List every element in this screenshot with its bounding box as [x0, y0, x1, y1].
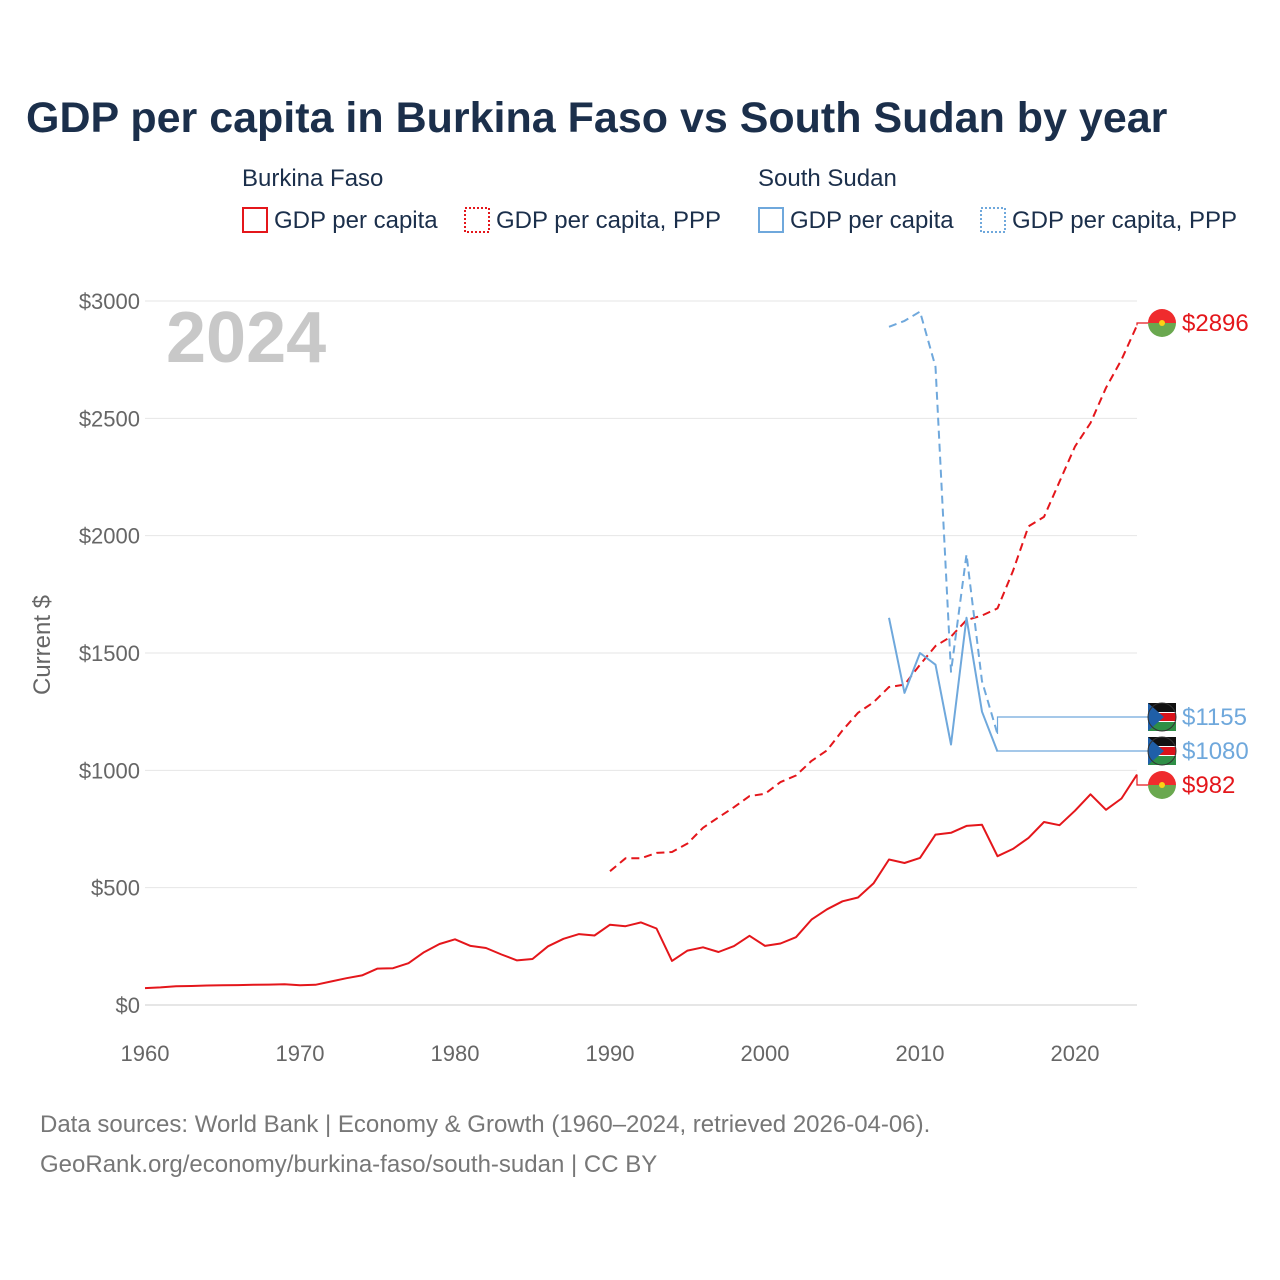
y-tick-label: $1500 — [79, 641, 140, 666]
x-tick-label: 2000 — [741, 1041, 790, 1066]
chart-title: GDP per capita in Burkina Faso vs South … — [26, 94, 1168, 142]
legend-label-burkina-gdp[interactable]: GDP per capita — [274, 207, 438, 234]
axes: $0 $500 $1000 $1500 $2000 $2500 $3000 1960 1970 1… — [79, 289, 1100, 1066]
x-tick-label: 1970 — [276, 1041, 325, 1066]
legend: Burkina Faso South Sudan GDP per capita … — [242, 165, 1237, 234]
legend-label-burkina-ppp[interactable]: GDP per capita, PPP — [496, 207, 721, 234]
y-axis-label: Current $ — [29, 595, 56, 695]
x-tick-label: 1980 — [431, 1041, 480, 1066]
year-watermark: 2024 — [166, 298, 326, 378]
leader-line — [996, 716, 1148, 734]
series — [144, 310, 1138, 990]
series-line-0[interactable] — [144, 774, 1138, 990]
source-url[interactable]: GeoRank.org/economy/burkina-faso/south-s… — [40, 1151, 657, 1178]
end-value-label: $1155 — [1182, 704, 1247, 731]
legend-swatch-burkina-ppp[interactable] — [464, 207, 490, 233]
grid — [145, 300, 1137, 1006]
x-tick-label: 1960 — [121, 1041, 170, 1066]
burkina-flag-icon — [1148, 309, 1176, 337]
south-sudan-flag-icon — [1147, 736, 1177, 766]
x-tick-label: 2020 — [1051, 1041, 1100, 1066]
legend-swatch-sudan-gdp[interactable] — [758, 207, 784, 233]
end-value-label: $2896 — [1182, 310, 1249, 337]
end-value-label: $982 — [1182, 772, 1235, 799]
y-tick-label: $0 — [116, 993, 140, 1018]
end-value-label: $1080 — [1182, 738, 1249, 765]
legend-swatch-sudan-ppp[interactable] — [980, 207, 1006, 233]
series-line-3[interactable] — [888, 310, 999, 735]
legend-swatch-burkina-gdp[interactable] — [242, 207, 268, 233]
end-labels: $2896 $1155 $1080 $982 — [996, 309, 1249, 799]
legend-group-south-sudan: South Sudan — [758, 165, 897, 192]
y-tick-label: $3000 — [79, 289, 140, 314]
leader-line — [996, 750, 1148, 752]
series-line-1[interactable] — [609, 324, 1138, 872]
x-tick-label: 1990 — [586, 1041, 635, 1066]
legend-label-sudan-ppp[interactable]: GDP per capita, PPP — [1012, 207, 1237, 234]
y-tick-label: $500 — [91, 876, 140, 901]
burkina-flag-icon — [1148, 771, 1176, 799]
source-line: Data sources: World Bank | Economy & Gro… — [40, 1111, 930, 1138]
legend-group-burkina: Burkina Faso — [242, 165, 383, 192]
y-tick-label: $2000 — [79, 524, 140, 549]
south-sudan-flag-icon — [1147, 702, 1177, 732]
series-line-2[interactable] — [888, 616, 999, 752]
y-tick-label: $2500 — [79, 406, 140, 431]
leader-line — [1136, 774, 1148, 786]
legend-label-sudan-gdp[interactable]: GDP per capita — [790, 207, 954, 234]
x-tick-label: 2010 — [896, 1041, 945, 1066]
leader-line — [1136, 322, 1148, 326]
y-tick-label: $1000 — [79, 758, 140, 783]
